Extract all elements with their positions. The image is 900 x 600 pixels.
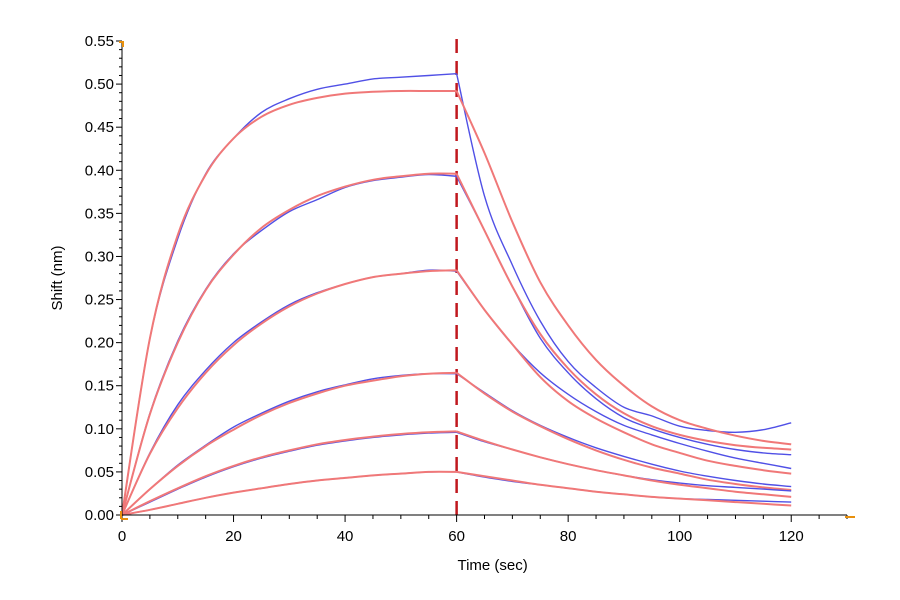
y-tick-label: 0.45 — [85, 119, 114, 136]
fit-curve-9 — [121, 430, 457, 516]
measured-curve-2 — [121, 173, 457, 516]
y-tick-label: 0.35 — [85, 205, 114, 222]
y-tick-label: 0.05 — [85, 464, 114, 481]
series-layer — [121, 73, 792, 516]
y-tick-label: 0.25 — [85, 292, 114, 309]
y-tick-label: 0.40 — [85, 162, 114, 179]
ticks-layer: 0.00 0.05 0.10 0.15 0.20 0.25 0.30 0.35 0.40 0.45… — [85, 33, 855, 545]
fit-curve-3 — [121, 172, 457, 516]
fit-curve-11 — [456, 470, 792, 507]
y-tick-label: 0.15 — [85, 378, 114, 395]
axes-layer — [121, 41, 847, 516]
fit-curve-1 — [121, 89, 457, 516]
y-tick-label: 0.00 — [85, 507, 114, 524]
measured-curve-0 — [455, 73, 792, 434]
fit-curve-7 — [121, 371, 457, 516]
fit-curve-7 — [456, 371, 792, 491]
fit-curve-11 — [121, 470, 457, 516]
y-tick-label: 0.20 — [85, 335, 114, 352]
x-tick-label: 100 — [667, 528, 692, 545]
x-tick-label: 0 — [118, 528, 126, 545]
fit-curve-5 — [455, 269, 792, 475]
y-tick-label: 0.55 — [85, 33, 114, 50]
fit-curve-9 — [456, 430, 792, 498]
y-tick-label: 0.50 — [85, 76, 114, 93]
measured-curve-6 — [121, 372, 457, 516]
x-tick-label: 80 — [560, 528, 577, 545]
measured-curve-10 — [456, 471, 792, 503]
fit-curve-3 — [455, 173, 792, 451]
x-tick-label: 60 — [448, 528, 465, 545]
origin-marker — [120, 511, 128, 520]
x-tick-label: 120 — [779, 528, 804, 545]
measured-curve-6 — [456, 373, 792, 488]
x-tick-label: 40 — [337, 528, 354, 545]
x-tick-label: 20 — [225, 528, 242, 545]
measured-curve-4 — [456, 270, 792, 470]
y-axis-end-marker — [119, 41, 124, 47]
fit-curve-5 — [121, 269, 457, 516]
y-tick-label: 0.10 — [85, 421, 114, 438]
measured-curve-10 — [121, 471, 457, 516]
y-axis-label: Shift (nm) — [49, 245, 66, 310]
x-axis-label: Time (sec) — [457, 557, 527, 574]
labels-layer: Time (sec) Shift (nm) — [49, 245, 528, 574]
fit-curve-1 — [455, 90, 792, 446]
measured-curve-0 — [121, 73, 457, 516]
y-tick-label: 0.30 — [85, 248, 114, 265]
measured-curve-8 — [456, 431, 792, 492]
